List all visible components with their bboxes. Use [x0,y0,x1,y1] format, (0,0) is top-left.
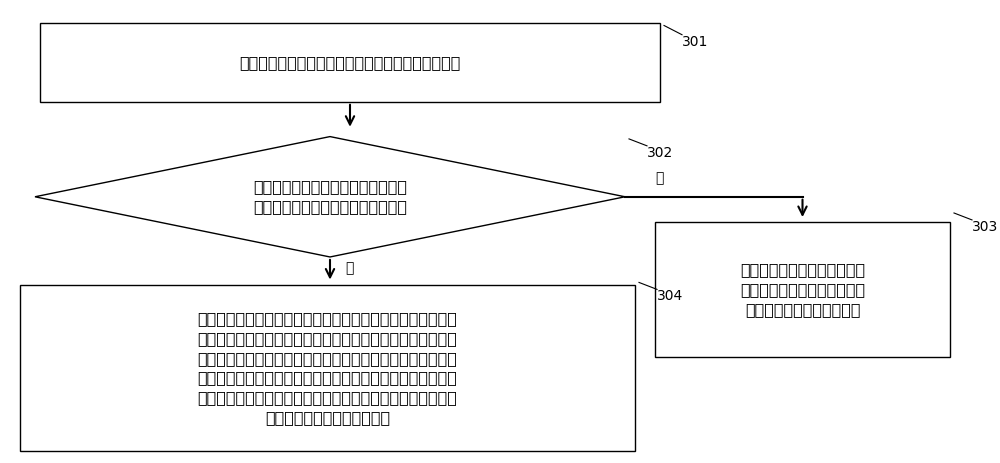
FancyBboxPatch shape [20,285,635,451]
Text: 用户设备所属微站不进行任何
特殊处理，为该用户设备分配
时频资源后，传输业务数据: 用户设备所属微站不进行任何 特殊处理，为该用户设备分配 时频资源后，传输业务数据 [740,262,865,317]
Text: 303: 303 [972,220,998,234]
Text: 用户设备所属微站接收用户设备上报的测量报告信息: 用户设备所属微站接收用户设备上报的测量报告信息 [239,55,461,70]
Text: 用户设备所属微站为该用户设备分配时频资源后，将用户设备
在所属微站的调度信息发送给用户设备邻区微站，指示用户设
备邻区微站在自身设置时频资源，设置时频资源为：为: 用户设备所属微站为该用户设备分配时频资源后，将用户设备 在所属微站的调度信息发送… [198,311,457,425]
FancyBboxPatch shape [655,222,950,357]
FancyBboxPatch shape [40,23,660,102]
Polygon shape [35,137,625,257]
Text: 是: 是 [345,262,353,275]
Text: 302: 302 [647,146,673,160]
Text: 否: 否 [655,171,663,185]
Text: 用户设备所属微站确定用户设备是否
上报了邻区微站干扰的测量报告信息: 用户设备所属微站确定用户设备是否 上报了邻区微站干扰的测量报告信息 [253,179,407,214]
Text: 304: 304 [657,289,683,303]
Text: 301: 301 [682,35,708,49]
